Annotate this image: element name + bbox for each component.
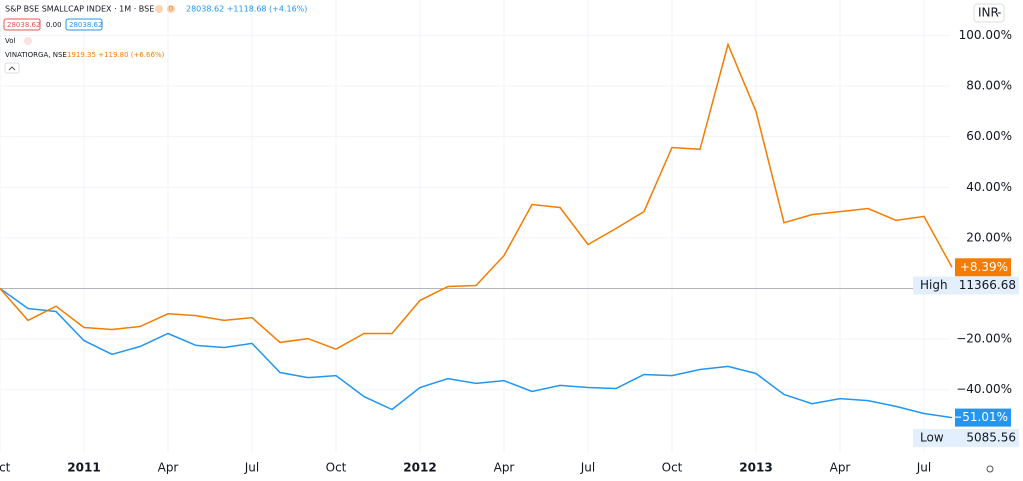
last-value-label: +8.39% bbox=[960, 260, 1008, 274]
compare-quote: 1919.35 +119.80 (+6.66%) bbox=[67, 51, 165, 59]
x-tick-label: Jul bbox=[244, 461, 259, 475]
ask-box[interactable] bbox=[65, 18, 103, 31]
y-tick-label: −40.00% bbox=[956, 382, 1012, 396]
last-value-badge bbox=[955, 258, 1011, 277]
series-title: S&P BSE SMALLCAP INDEX · 1M · BSE bbox=[5, 5, 154, 14]
y-tick-label: 80.00% bbox=[966, 79, 1012, 93]
y-tick-label: 20.00% bbox=[966, 230, 1012, 244]
x-tick-label: 2013 bbox=[739, 461, 772, 475]
main-quote: 28038.62 +1118.68 (+4.16%) bbox=[186, 5, 307, 14]
vol: Vol bbox=[5, 37, 16, 45]
collapse-button[interactable] bbox=[4, 62, 20, 74]
chevron bbox=[8, 66, 16, 71]
bid: 28038.62 bbox=[7, 21, 40, 29]
bid-box[interactable] bbox=[3, 18, 41, 31]
x-tick-label: Oct bbox=[0, 461, 11, 475]
high-label: High bbox=[920, 278, 948, 292]
x-tick-label: Apr bbox=[158, 461, 179, 475]
last-value-label: −51.01% bbox=[952, 410, 1008, 424]
x-tick-label: Oct bbox=[662, 461, 683, 475]
x-tick-label: 2012 bbox=[403, 461, 436, 475]
x-tick-label: Oct bbox=[326, 461, 347, 475]
x-tick-label: Apr bbox=[830, 461, 851, 475]
plot: −40.00% −20.00% 20.00% 40.00% 60.00% 80.00% 10… bbox=[0, 28, 1019, 475]
badge: D bbox=[169, 6, 174, 13]
y-tick-label: 60.00% bbox=[966, 129, 1012, 143]
currency: INR bbox=[978, 6, 999, 20]
low-label: Low bbox=[920, 431, 944, 445]
icon bbox=[167, 5, 175, 13]
low-value: 5085.56 bbox=[966, 431, 1016, 445]
currency-dash: - bbox=[997, 6, 1001, 20]
high-value: 11366.68 bbox=[959, 278, 1016, 292]
spread: 0.00 bbox=[46, 21, 62, 29]
low-box bbox=[913, 429, 1019, 447]
y-tick-label: 100.00% bbox=[959, 28, 1012, 42]
compare-name: VINATIORGA, NSE bbox=[5, 51, 67, 59]
x-tick-label: Jul bbox=[916, 461, 931, 475]
y-tick-label: −20.00% bbox=[956, 332, 1012, 346]
icon bbox=[24, 37, 32, 45]
currency-button[interactable] bbox=[973, 3, 1005, 23]
x-tick-label: Jul bbox=[580, 461, 595, 475]
series-line bbox=[0, 287, 953, 419]
last-value-badge bbox=[955, 408, 1011, 427]
high-box bbox=[913, 276, 1019, 295]
ask: 28038.62 bbox=[69, 21, 102, 29]
series-line bbox=[0, 42, 953, 351]
icon bbox=[155, 5, 163, 13]
x-tick-label: 2011 bbox=[67, 461, 100, 475]
settings-icon[interactable] bbox=[986, 465, 994, 473]
x-tick-label: Apr bbox=[494, 461, 515, 475]
y-tick-label: 40.00% bbox=[966, 180, 1012, 194]
